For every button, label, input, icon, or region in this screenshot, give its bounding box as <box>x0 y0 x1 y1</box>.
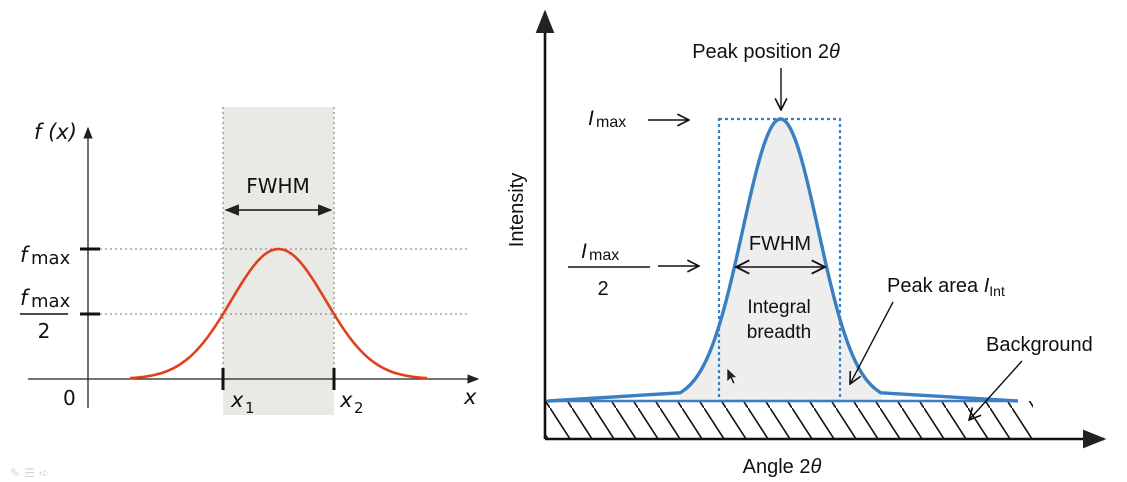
svg-text:I: I <box>588 107 594 130</box>
mouse-cursor-icon <box>726 367 738 385</box>
pencil-icon[interactable]: ✎ <box>10 466 21 480</box>
svg-text:max: max <box>589 247 619 264</box>
svg-text:2: 2 <box>38 319 51 343</box>
x1-label: x 1 <box>230 388 255 417</box>
left-fwhm-diagram: FWHM f (x) x 0 f max f max 2 x 1 x 2 <box>20 107 480 417</box>
peak-area-label: Peak area IInt <box>887 275 1005 299</box>
peak-area-fill <box>680 119 881 401</box>
background-hatch <box>545 401 1033 438</box>
background-label: Background <box>986 334 1093 356</box>
svg-text:2: 2 <box>354 399 364 417</box>
svg-text:f: f <box>20 243 31 267</box>
integral-label: Integral <box>747 297 810 318</box>
svg-text:I: I <box>581 240 587 263</box>
angle-axis-label: Angle 2θ <box>743 456 822 478</box>
x-axis-label: x <box>463 385 477 409</box>
background-arrow <box>969 360 1023 420</box>
corner-toolbar: ✎ ☰ ➪ <box>10 466 53 480</box>
svg-text:1: 1 <box>245 399 255 417</box>
x2-label: x 2 <box>339 388 364 417</box>
peak-area-arrow <box>850 301 894 384</box>
fmax-label: f max <box>20 243 71 269</box>
imax-label: I max <box>588 107 626 131</box>
svg-text:f: f <box>20 286 31 310</box>
peak-position-label: Peak position 2θ <box>692 41 840 63</box>
gaussian-curve <box>129 247 428 380</box>
svg-text:max: max <box>596 114 626 131</box>
y-axis-label: f (x) <box>34 120 77 144</box>
fwhm-shaded-region <box>223 107 334 415</box>
half-max-label: f max 2 <box>20 286 71 343</box>
svg-text:2: 2 <box>597 278 608 300</box>
half-imax-label: I max 2 <box>568 240 650 300</box>
right-xrd-peak-diagram: Peak position 2θ I max I max 2 FWHM Inte… <box>506 9 1107 478</box>
breadth-label: breadth <box>747 322 811 343</box>
arrow-icon[interactable]: ➪ <box>38 466 49 480</box>
svg-text:max: max <box>31 248 71 269</box>
fwhm-label: FWHM <box>246 174 310 198</box>
svg-text:x: x <box>339 388 353 412</box>
origin-label: 0 <box>63 386 76 410</box>
svg-text:max: max <box>31 291 71 312</box>
fwhm-label-right: FWHM <box>749 233 811 255</box>
svg-text:x: x <box>230 388 244 412</box>
intensity-axis-label: Intensity <box>506 173 528 247</box>
menu-icon[interactable]: ☰ <box>24 466 35 480</box>
peak-curve <box>547 117 1019 403</box>
